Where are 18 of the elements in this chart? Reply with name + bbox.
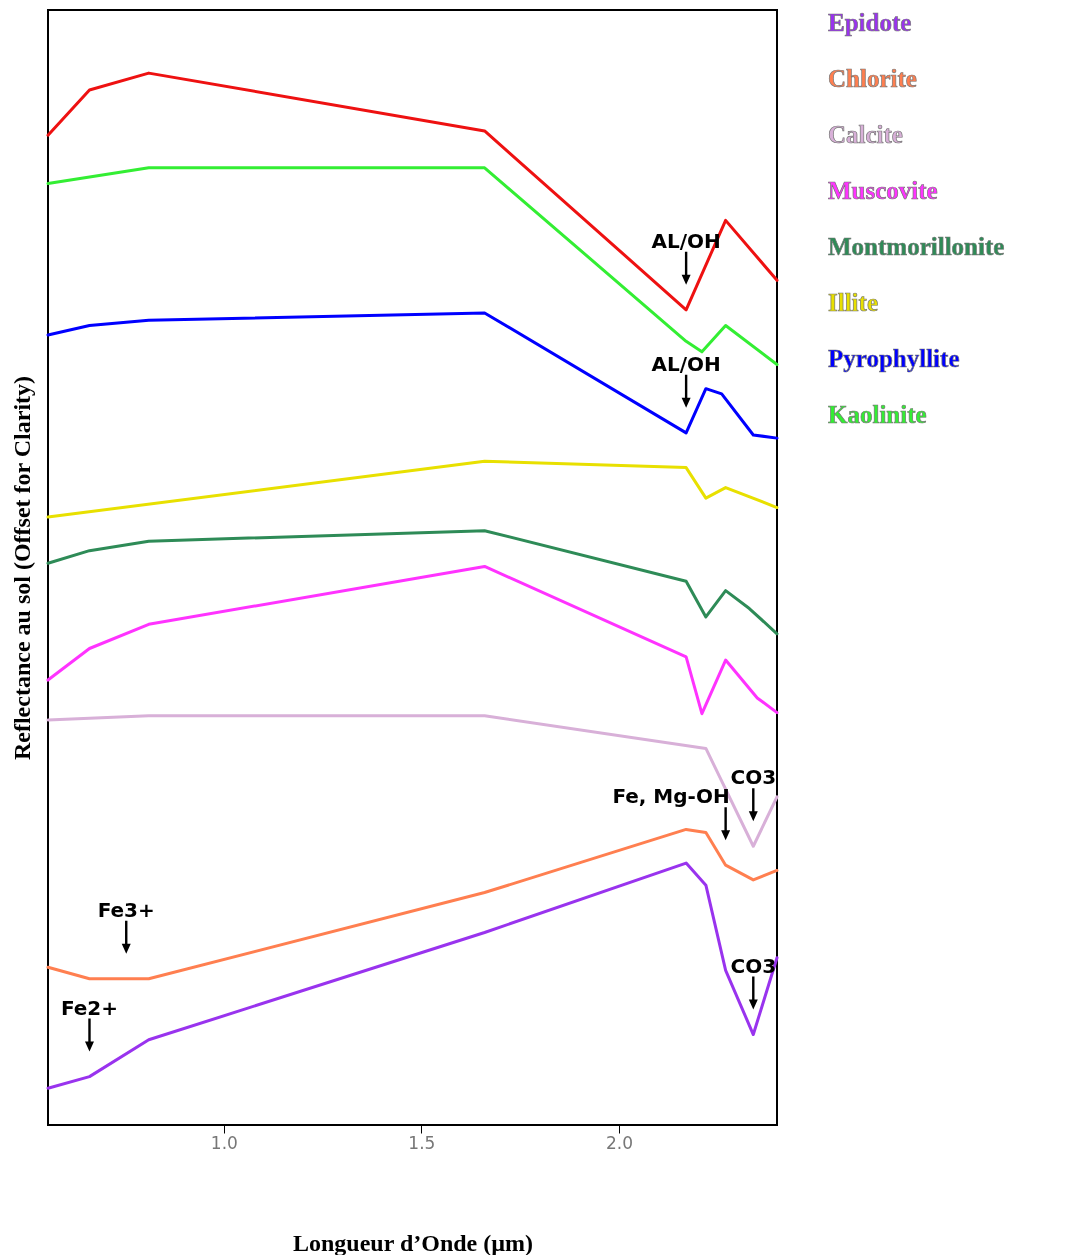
text: Kaolinite (828, 400, 927, 428)
annotation: Fe, Mg-OH (612, 784, 730, 809)
text: Montmorillonite (828, 232, 1005, 260)
text: Pyrophyllite (828, 344, 960, 372)
text: Calcite (828, 120, 903, 148)
text: Epidote (828, 8, 912, 36)
x-axis-title: Longueur d’Onde (µm) (292, 1229, 534, 1255)
annotation: Fe2+ (60, 995, 119, 1020)
text: Illite (828, 288, 878, 316)
text: Chlorite (828, 64, 917, 92)
annotation: CO3 (730, 765, 777, 790)
x-tick-label: 1.5 (408, 1132, 436, 1153)
annotation: Fe3+ (97, 897, 155, 922)
x-tick-label: 2.0 (605, 1132, 633, 1153)
annotation: AL/OH (651, 351, 721, 376)
x-tick-label: 1.0 (210, 1132, 238, 1153)
y-axis-title: Reflectance au sol (Offset for Clarity) (8, 375, 35, 761)
text: Muscovite (828, 176, 938, 204)
